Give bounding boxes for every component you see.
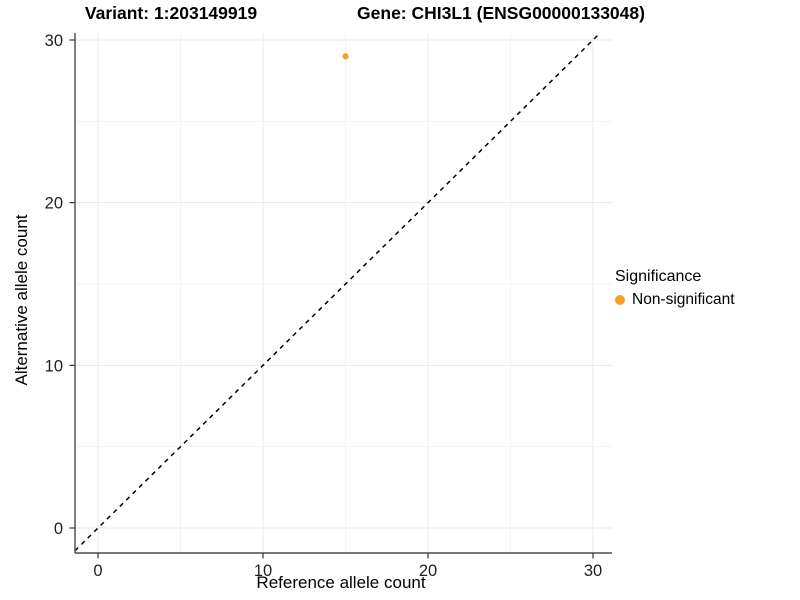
y-tick-label: 10 <box>45 357 63 375</box>
x-axis-title: Reference allele count <box>256 573 426 592</box>
y-tick-label: 30 <box>45 32 63 50</box>
x-tick-label: 10 <box>254 562 272 580</box>
identity-dashed-line <box>74 32 601 552</box>
data-point <box>342 53 349 60</box>
legend-dot-icon <box>615 295 625 305</box>
legend-item: Non-significant <box>615 291 735 309</box>
y-axis-title: Alternative allele count <box>12 214 31 386</box>
x-tick-label: 20 <box>419 562 437 580</box>
plot-title-variant: Variant: 1:203149919 <box>84 3 258 23</box>
x-tick-label: 30 <box>584 562 602 580</box>
y-tick-label: 20 <box>45 195 63 213</box>
x-tick-label: 0 <box>93 562 102 580</box>
y-tick-label: 0 <box>54 520 63 538</box>
legend-item-label: Non-significant <box>632 291 735 308</box>
legend: Significance Non-significant <box>615 268 735 309</box>
plot-title-gene: Gene: CHI3L1 (ENSG00000133048) <box>357 3 645 23</box>
legend-title: Significance <box>615 268 702 285</box>
